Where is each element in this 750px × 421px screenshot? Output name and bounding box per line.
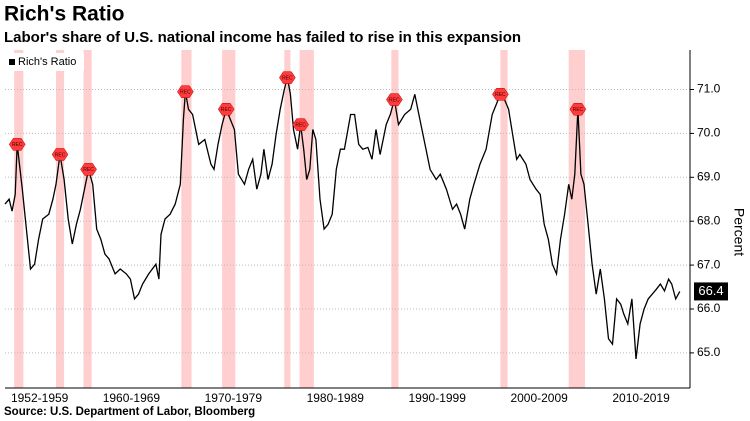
marker-label: REC [573, 107, 584, 113]
marker-label: REC [83, 167, 94, 173]
recession-marker: REC [8, 138, 26, 151]
marker-shape [292, 118, 309, 131]
marker-shape [177, 85, 194, 98]
x-tick-label: 2010-2019 [612, 391, 670, 405]
recession-marker: REC [569, 103, 587, 116]
y-tick-label: 67.0 [697, 257, 721, 271]
recession-marker: REC [292, 118, 309, 131]
recession-band [391, 50, 399, 388]
x-tick-label: 1980-1989 [307, 391, 365, 405]
last-value-label: 66.4 [698, 283, 723, 298]
marker-shape [386, 93, 403, 106]
marker-label: REC [389, 97, 400, 103]
marker-label: REC [12, 142, 23, 148]
marker-label: REC [221, 107, 232, 113]
last-value-box [694, 282, 728, 301]
recession-band [14, 50, 24, 388]
chart-subtitle: Labor's share of U.S. national income ha… [4, 29, 521, 46]
y-tick-label: 70.0 [697, 126, 721, 140]
recession-marker: REC [51, 148, 69, 161]
recession-band [181, 50, 192, 388]
marker-shape [279, 71, 296, 84]
recession-band [55, 50, 65, 388]
y-tick-label: 71.0 [697, 82, 721, 96]
recession-marker: REC [177, 85, 194, 98]
x-tick-label: 1970-1979 [205, 391, 263, 405]
marker-label: REC [282, 75, 293, 81]
x-tick-label: 2000-2009 [510, 391, 568, 405]
recession-band [222, 50, 236, 388]
recession-band [500, 50, 508, 388]
y-tick-label: 69.0 [697, 169, 721, 183]
legend-bg [6, 53, 84, 71]
marker-label: REC [495, 92, 506, 98]
marker-label: REC [55, 152, 66, 158]
recession-band [284, 50, 291, 388]
marker-label: REC [295, 122, 306, 128]
marker-shape [51, 148, 69, 161]
recession-band [299, 50, 314, 388]
marker-shape [80, 163, 97, 176]
marker-shape [492, 88, 509, 101]
recession-band [568, 50, 586, 388]
y-tick-label: 65.0 [697, 345, 721, 359]
recession-marker: REC [279, 71, 296, 84]
x-tick-label: 1952-1959 [11, 391, 69, 405]
recession-marker: REC [80, 163, 97, 176]
x-tick-label: 1990-1999 [409, 391, 467, 405]
marker-shape [8, 138, 26, 151]
marker-label: REC [180, 90, 191, 96]
recession-marker: REC [386, 93, 403, 106]
y-tick-label: 66.0 [697, 301, 721, 315]
marker-shape [217, 103, 235, 116]
y-axis-label: Percent [731, 208, 747, 256]
marker-shape [569, 103, 587, 116]
recession-marker: REC [492, 88, 509, 101]
y-tick-label: 68.0 [697, 213, 721, 227]
x-tick-label: 1960-1969 [103, 391, 161, 405]
source: Source: U.S. Department of Labor, Bloomb… [4, 406, 255, 418]
legend-swatch [9, 59, 15, 65]
recession-marker: REC [217, 103, 235, 116]
recession-band [83, 50, 92, 388]
legend: Rich's Ratio [6, 53, 84, 71]
legend-label: Rich's Ratio [18, 56, 76, 68]
chart-title: Rich's Ratio [4, 3, 125, 26]
line-series [4, 77, 681, 360]
